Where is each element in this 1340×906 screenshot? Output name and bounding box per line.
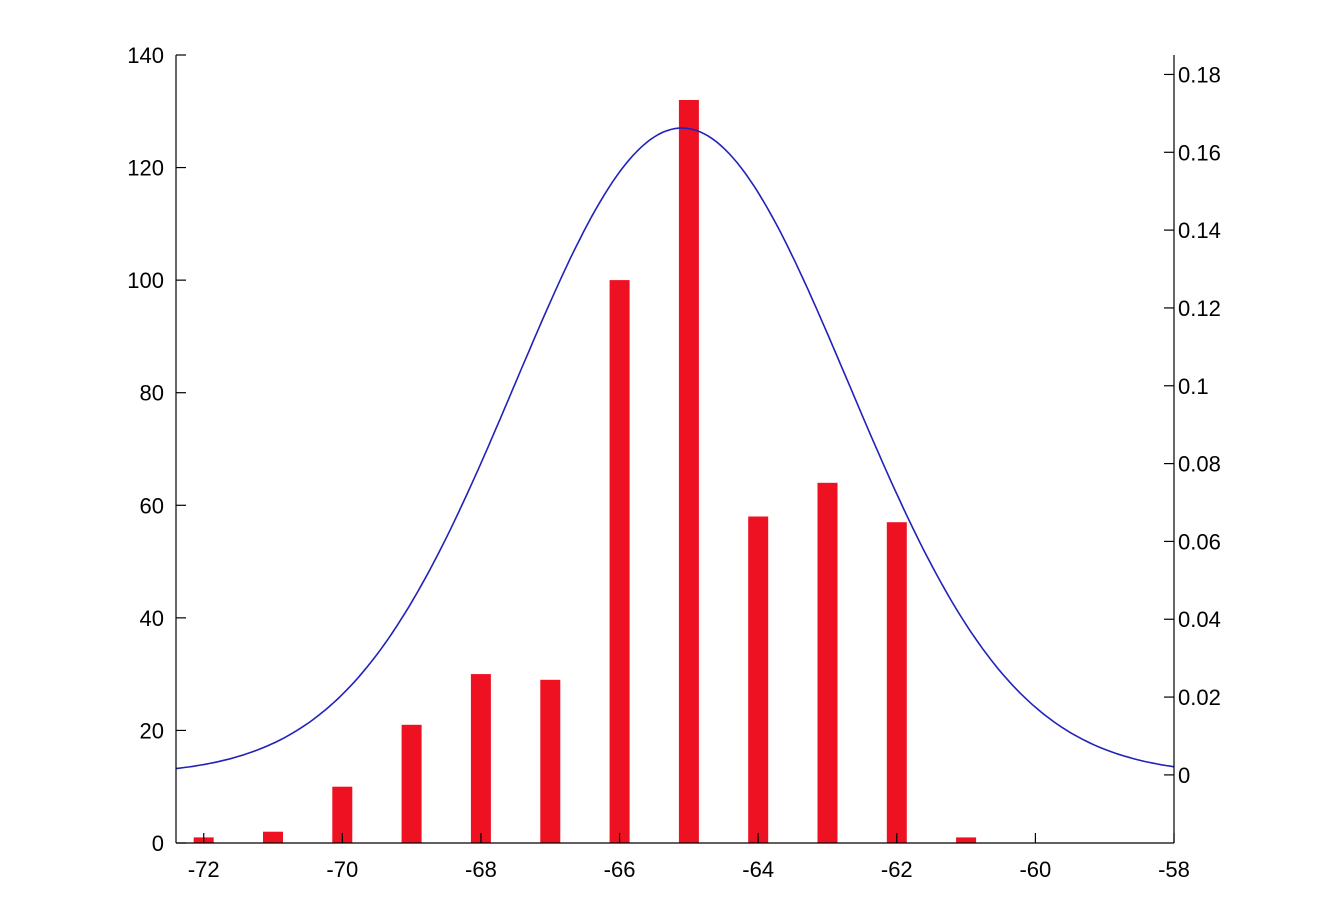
bar-1 [263,831,283,843]
x-tick-label-5: -62 [881,857,913,882]
y2-tick-label-9: 0.18 [1178,62,1221,87]
y-tick-label-3: 60 [140,493,164,518]
y2-tick-label-1: 0.02 [1178,685,1221,710]
bar-9 [817,482,838,843]
y2-tick-label-4: 0.08 [1178,452,1221,477]
x-tick-label-2: -68 [465,857,497,882]
y2-tick-label-3: 0.06 [1178,529,1221,554]
y2-tick-label-0: 0 [1178,763,1190,788]
x-tick-label-4: -64 [742,857,774,882]
y2-tick-label-6: 0.12 [1178,296,1221,321]
x-tick-label-6: -60 [1019,857,1051,882]
y2-tick-label-7: 0.14 [1178,218,1221,243]
y-tick-label-4: 80 [140,381,164,406]
left-y-axis-ticks: 0 20 40 60 80 100 120 140 [127,43,186,856]
bar-8 [748,516,769,843]
x-tick-label-7: -58 [1158,857,1190,882]
bar-10 [886,522,907,843]
bar-2 [332,786,353,843]
x-tick-label-3: -66 [604,857,636,882]
y-tick-label-7: 140 [127,43,164,68]
y2-tick-label-8: 0.16 [1178,140,1221,165]
y2-tick-label-2: 0.04 [1178,607,1221,632]
bar-6 [609,280,630,844]
y-tick-label-0: 0 [152,831,164,856]
chart-axes [175,55,1175,844]
x-tick-label-0: -72 [188,857,220,882]
y-tick-label-5: 100 [127,268,164,293]
bar-5 [540,679,561,843]
bar-7 [678,100,699,843]
normal-curve-line [175,127,1175,770]
x-axis-ticks: -72 -70 -68 -66 -64 -62 -60 -58 [188,833,1190,882]
y-tick-label-6: 120 [127,156,164,181]
right-y-axis-ticks: 0 0.02 0.04 0.06 0.08 0.1 0.12 0.14 0.16 0.18 [1164,62,1221,788]
bar-11 [956,837,977,843]
x-tick-label-1: -70 [326,857,358,882]
bar-3 [401,724,422,843]
y2-tick-label-5: 0.1 [1178,374,1209,399]
bar-4 [470,674,491,843]
y-tick-label-1: 20 [140,718,164,743]
y-tick-label-2: 40 [140,606,164,631]
histogram-bars [193,100,977,844]
